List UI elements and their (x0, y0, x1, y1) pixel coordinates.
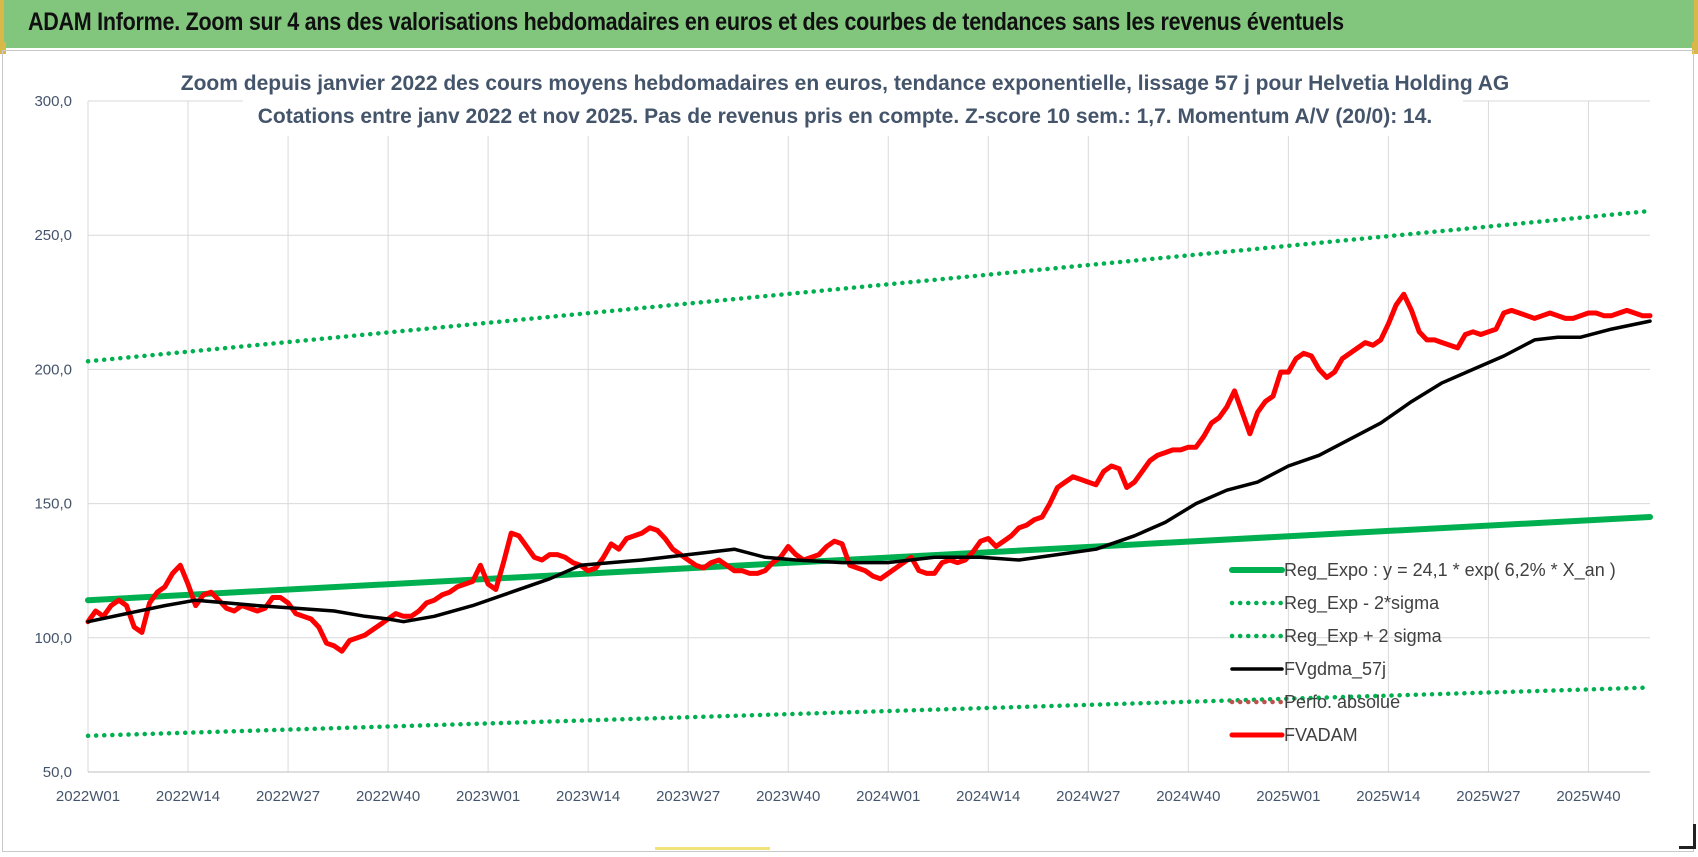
x-tick-label: 2022W40 (356, 788, 420, 805)
x-tick-label: 2023W27 (656, 788, 720, 805)
x-tick-label: 2025W01 (1256, 788, 1320, 805)
series-line-4 (86, 319, 1652, 624)
x-tick-label: 2022W01 (56, 788, 120, 805)
report-title: ADAM Informe. Zoom sur 4 ans des valoris… (28, 8, 1344, 36)
x-tick-label: 2024W01 (856, 788, 920, 805)
banner-corner-right (1692, 42, 1698, 54)
x-tick-label: 2023W40 (756, 788, 820, 805)
y-tick-label: 200,0 (34, 361, 72, 378)
report-banner: ADAM Informe. Zoom sur 4 ans des valoris… (0, 0, 1698, 48)
series-line-2 (85, 685, 1653, 739)
legend-label: FVADAM (1284, 725, 1358, 745)
x-tick-label: 2023W01 (456, 788, 520, 805)
series-line-6 (85, 291, 1653, 654)
y-tick-label: 100,0 (34, 630, 72, 647)
legend-label: Reg_Exp + 2 sigma (1284, 626, 1443, 647)
chart-title: Zoom depuis janvier 2022 des cours moyen… (181, 72, 1509, 95)
legend: Reg_Expo : y = 24,1 * exp( 6,2% * X_an )… (1229, 560, 1616, 745)
y-tick-label: 50,0 (43, 764, 72, 781)
x-tick-label: 2024W40 (1156, 788, 1220, 805)
x-tick-label: 2022W14 (156, 788, 220, 805)
x-tick-label: 2023W14 (556, 788, 620, 805)
legend-label: Perfo. absolue (1284, 692, 1400, 712)
frame-corner-bracket (1679, 824, 1696, 849)
x-tick-label: 2025W14 (1356, 788, 1420, 805)
x-tick-label: 2025W40 (1556, 788, 1620, 805)
series-line-3 (85, 208, 1653, 364)
series-line-1 (85, 514, 1653, 604)
legend-label: Reg_Expo : y = 24,1 * exp( 6,2% * X_an ) (1284, 560, 1616, 581)
x-axis-ticks: 2022W01 2022W14 2022W27 2022W40 2023W01 2023W… (56, 788, 1621, 805)
chart-frame (2, 50, 1694, 852)
bottom-highlight (655, 847, 770, 850)
x-tick-label: 2025W27 (1456, 788, 1520, 805)
series-layer (85, 208, 1653, 739)
x-tick-label: 2022W27 (256, 788, 320, 805)
banner-corner-left (0, 42, 6, 54)
x-tick-label: 2024W27 (1056, 788, 1120, 805)
legend-label: FVgdma_57j (1284, 659, 1386, 680)
y-axis-ticks: 50,0 100,0 150,0 200,0 250,0 300,0 (34, 93, 72, 781)
title-background (243, 64, 1463, 136)
y-tick-label: 150,0 (34, 496, 72, 513)
y-tick-label: 250,0 (34, 227, 72, 244)
grid-lines (87, 100, 1650, 773)
legend-label: Reg_Exp - 2*sigma (1284, 593, 1440, 614)
chart-subtitle: Cotations entre janv 2022 et nov 2025. P… (258, 105, 1432, 128)
x-tick-label: 2024W14 (956, 788, 1020, 805)
y-tick-label: 300,0 (34, 93, 72, 110)
